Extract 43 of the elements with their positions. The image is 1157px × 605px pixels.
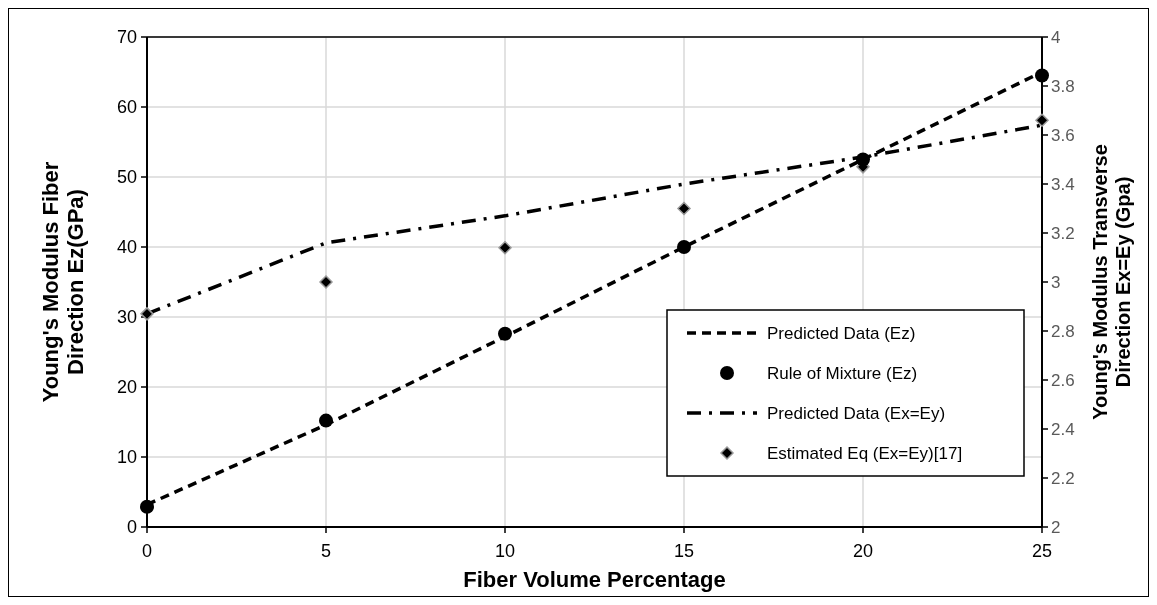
point xyxy=(140,307,154,321)
y-tick-label: 70 xyxy=(116,27,137,47)
point xyxy=(1035,113,1049,128)
point xyxy=(140,499,154,514)
y2-tick-label: 2.2 xyxy=(1051,469,1075,488)
y-tick-label: 20 xyxy=(116,377,137,397)
y2-tick-label: 3.2 xyxy=(1051,224,1075,243)
x-axis-title: Fiber Volume Percentage xyxy=(463,567,726,592)
y2-tick-label: 3 xyxy=(1051,273,1061,292)
x-tick-label: 0 xyxy=(141,541,153,561)
legend-label: Predicted Data (Ez) xyxy=(767,324,916,343)
y2-tick-label: 3.8 xyxy=(1051,77,1075,96)
y2-tick-label: 2.4 xyxy=(1051,420,1075,439)
point xyxy=(856,152,870,167)
y2-tick-label: 3.6 xyxy=(1051,126,1075,145)
point xyxy=(498,326,512,341)
point xyxy=(498,240,512,255)
y2-axis-title: Young's Modulus Transverse Direction Ex=Ey (Gpa) xyxy=(1088,144,1134,420)
y2-tick-label: 2.8 xyxy=(1051,322,1075,341)
legend-label: Rule of Mixture (Ez) xyxy=(767,364,918,383)
point xyxy=(319,275,333,289)
y-tick-label: 40 xyxy=(116,237,137,257)
y-tick-label: 60 xyxy=(116,97,137,117)
point xyxy=(677,240,691,254)
point xyxy=(1035,68,1049,83)
point xyxy=(319,413,333,428)
y2-tick-label: 2.6 xyxy=(1051,371,1075,390)
x-tick-label: 25 xyxy=(1031,541,1053,561)
legend-label: Estimated Eq (Ex=Ey)[17] xyxy=(767,444,963,463)
y-tick-label: 30 xyxy=(116,307,137,327)
legend-label: Predicted Data (Ex=Ey) xyxy=(767,404,946,423)
y2-tick-label: 4 xyxy=(1051,28,1061,47)
x-tick-label: 10 xyxy=(494,541,516,561)
y-tick-label: 10 xyxy=(116,447,137,467)
x-tick-label: 15 xyxy=(673,541,695,561)
x-tick-label: 20 xyxy=(852,541,874,561)
y2-tick-label: 2 xyxy=(1051,518,1061,537)
x-tick-label: 5 xyxy=(320,541,332,561)
y2-tick-label: 3.4 xyxy=(1051,175,1075,194)
point xyxy=(677,201,691,216)
y-tick-label: 0 xyxy=(126,517,137,537)
y-tick-label: 50 xyxy=(116,167,137,187)
y-axis-title: Young's Modulus Fiber Direction Ez(GPa) xyxy=(38,161,89,403)
